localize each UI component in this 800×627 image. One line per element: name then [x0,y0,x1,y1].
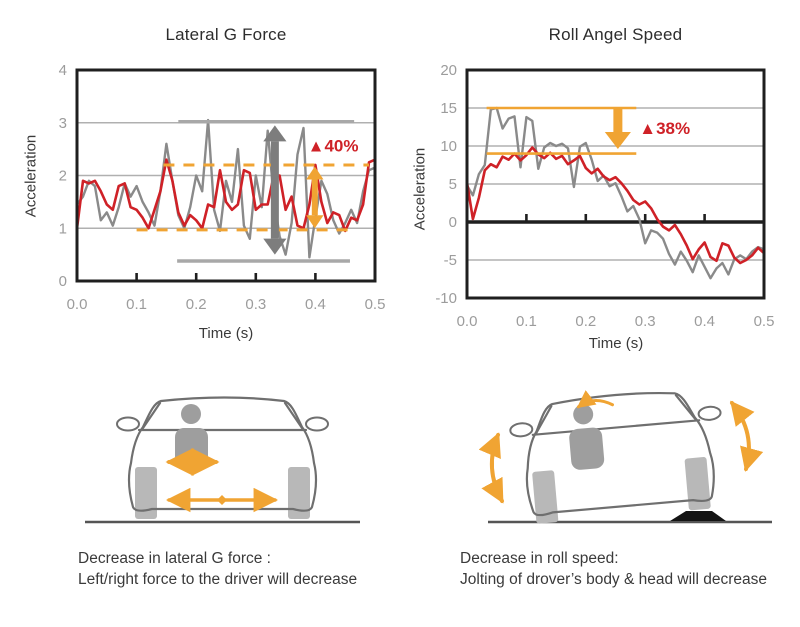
lateral-g-caption-line1: Decrease in lateral G force : [78,550,271,567]
windshield-lines [531,394,701,436]
y-tick-label: 3 [59,115,67,132]
y-tick-label: 0 [59,273,67,290]
lateral-g-x-axis-label: Time (s) [198,325,254,342]
car-roll-diagram [478,390,772,524]
right-mirror [697,405,722,421]
x-tick-label: 0.5 [754,313,775,330]
roll-speed-caption-line1: Decrease in roll speed: [460,550,619,567]
y-tick-label: 15 [440,100,457,117]
series-line-gray [465,106,766,280]
right-wheel [288,467,310,519]
x-tick-label: 0.2 [575,313,596,330]
x-tick-label: 0.1 [516,313,537,330]
chassis-sway-arrow-center [217,495,227,505]
right-wheel [684,457,711,511]
right-mirror [305,416,329,432]
x-tick-label: 0.4 [305,296,326,313]
roll-speed-caption: Decrease in roll speed: Jolting of drove… [460,548,767,590]
annotation-arrow-head [306,166,324,180]
car-body-outline [525,391,715,517]
y-tick-label: 0 [449,214,457,231]
plot-frame [465,68,766,300]
y-tick-label: 5 [449,176,457,193]
head-roll-arrow [576,390,614,409]
left-wheel [532,470,559,524]
series-line-red [465,146,766,265]
road-bump [670,511,726,521]
y-tick-label: 20 [440,62,457,79]
x-tick-label: 0.5 [365,296,386,313]
left-roll-arrow [478,432,504,504]
x-tick-label: 0.2 [186,296,207,313]
annotation-arrow-head [263,125,287,142]
car-body-outline [127,396,318,512]
lateral-g-chart-title: Lateral G Force [165,25,287,44]
x-tick-label: 0.4 [694,313,715,330]
roll-speed-x-axis-label: Time (s) [588,335,644,352]
roll-speed-caption-line2: Jolting of drover’s body & head will dec… [460,571,768,588]
driver-head [181,404,201,424]
driver-head [573,404,594,425]
y-tick-label: 1 [59,220,67,237]
car-front-diagram [85,396,360,524]
x-tick-label: 0.0 [67,296,88,313]
x-tick-label: 0.1 [126,296,147,313]
right-roll-arrow [730,400,764,472]
plot-frame [75,68,377,283]
roll-speed-chart-title: Roll Angel Speed [548,25,683,44]
annotation-percent-label: ▲40% [308,136,359,155]
series-line-red [75,158,377,233]
y-tick-label: -10 [435,290,457,307]
x-tick-label: 0.0 [457,313,478,330]
left-mirror [509,422,534,438]
annotation-percent-label: ▲38% [639,119,690,138]
driver-body [569,427,605,470]
left-mirror [116,416,140,432]
y-tick-label: 2 [59,168,67,185]
left-wheel [135,467,157,519]
lateral-g-caption-line2: Left/right force to the driver will decr… [78,571,358,588]
annotation-arrow-head [263,238,287,255]
x-tick-label: 0.3 [245,296,266,313]
tilted-car [509,390,722,524]
lateral-g-caption: Decrease in lateral G force : Left/right… [78,548,357,590]
x-tick-label: 0.3 [635,313,656,330]
driver-sway-arrow-center [186,456,198,468]
y-tick-label: -5 [444,252,457,269]
y-tick-label: 4 [59,62,67,79]
windshield-lines [137,401,308,432]
annotation-arrow-head [306,215,324,229]
annotation-arrow-head [604,132,631,150]
y-tick-label: 10 [440,138,457,155]
car-body-fill [128,397,317,511]
